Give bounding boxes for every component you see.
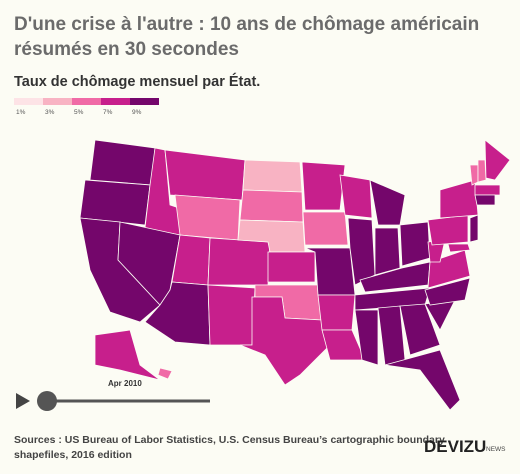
state bbox=[469, 214, 479, 243]
title-line: D'une crise à l'autre : 10 ans de chômag… bbox=[14, 14, 479, 35]
legend-swatch bbox=[14, 98, 43, 105]
state bbox=[374, 227, 401, 276]
state bbox=[79, 179, 151, 226]
title-line: résumés en 30 secondes bbox=[14, 39, 239, 60]
state bbox=[399, 221, 431, 267]
state bbox=[424, 277, 471, 306]
state bbox=[239, 189, 304, 223]
state bbox=[384, 349, 461, 411]
state bbox=[427, 214, 469, 246]
subtitle: Taux de chômage mensuel par État. bbox=[14, 73, 260, 90]
state bbox=[439, 179, 479, 219]
state bbox=[267, 251, 316, 283]
legend-swatch bbox=[43, 98, 72, 105]
state bbox=[474, 194, 496, 206]
logo: DEVIZU bbox=[424, 437, 486, 456]
logo-sub: NEWS bbox=[486, 446, 506, 453]
sources-line: Sources : US Bureau of Labor Statistics,… bbox=[14, 434, 445, 446]
legend: 1% 3% 5% 7% 9% bbox=[14, 98, 159, 116]
state bbox=[484, 139, 511, 181]
legend-label: 1% bbox=[16, 109, 26, 116]
legend-swatch bbox=[130, 98, 159, 105]
map bbox=[79, 139, 511, 411]
state bbox=[174, 194, 241, 241]
state bbox=[164, 149, 246, 201]
state bbox=[317, 294, 356, 331]
state bbox=[207, 284, 256, 346]
state bbox=[302, 211, 349, 246]
state bbox=[399, 303, 441, 356]
state bbox=[157, 367, 173, 380]
state bbox=[89, 139, 156, 186]
state bbox=[339, 174, 373, 219]
legend-label: 9% bbox=[132, 109, 142, 116]
state bbox=[377, 305, 406, 366]
sources-line: shapefiles, 2016 edition bbox=[14, 449, 132, 461]
legend-swatch bbox=[101, 98, 130, 105]
play-button[interactable] bbox=[16, 393, 30, 409]
state bbox=[474, 184, 501, 196]
state bbox=[239, 296, 331, 386]
state bbox=[242, 159, 303, 193]
state bbox=[477, 159, 487, 183]
legend-label: 3% bbox=[45, 109, 55, 116]
state bbox=[301, 161, 346, 211]
state bbox=[354, 309, 379, 366]
slider-date: Apr 2010 bbox=[108, 379, 142, 388]
state bbox=[369, 179, 406, 226]
state bbox=[447, 243, 471, 253]
state bbox=[94, 329, 161, 381]
state bbox=[207, 237, 271, 286]
legend-label: 5% bbox=[74, 109, 84, 116]
slider-knob[interactable] bbox=[37, 391, 57, 411]
legend-swatch bbox=[72, 98, 101, 105]
legend-label: 7% bbox=[103, 109, 113, 116]
